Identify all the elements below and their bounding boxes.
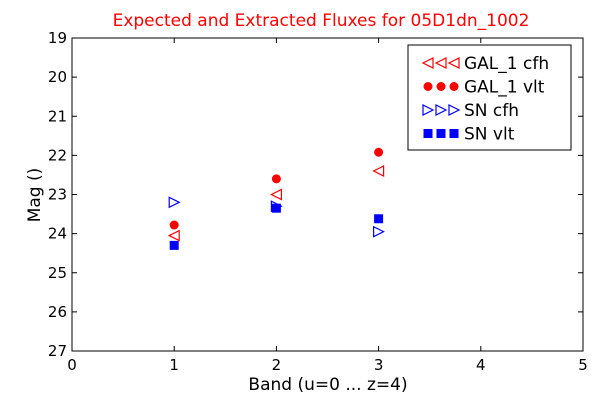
data-point (372, 165, 385, 177)
y-tick-label: 25 (48, 264, 67, 282)
legend-marker (435, 104, 448, 116)
legend-marker (436, 82, 446, 91)
data-point (168, 196, 181, 209)
data-point (169, 220, 179, 230)
legend-marker (449, 129, 459, 138)
chart-title: Expected and Extracted Fluxes for 05D1dn… (113, 11, 530, 31)
y-tick-label: 19 (48, 29, 67, 47)
x-tick-label: 5 (578, 356, 588, 374)
legend-marker (421, 57, 434, 69)
legend-label: GAL_1 cfh (464, 54, 549, 74)
x-tick-label: 2 (272, 356, 282, 374)
y-tick-label: 24 (48, 225, 67, 243)
data-marks (167, 147, 385, 250)
legend-marker (449, 82, 459, 91)
legend-marker (423, 82, 433, 91)
legend-marker (436, 129, 446, 138)
data-point (373, 225, 385, 238)
data-point (374, 147, 384, 157)
y-tick-label: 26 (48, 303, 67, 321)
x-tick-label: 1 (169, 356, 179, 374)
legend-marker (448, 104, 461, 116)
legend-marker (423, 129, 433, 138)
legend-label: GAL_1 vlt (464, 78, 545, 98)
data-point (270, 188, 282, 201)
legend-box (407, 44, 572, 151)
data-point (271, 174, 281, 184)
x-tick-label: 3 (374, 356, 384, 374)
y-axis-label: Mag () (25, 168, 45, 223)
data-point (167, 229, 180, 242)
x-axis-label: Band (u=0 ... z=4) (248, 375, 407, 395)
legend-marker (434, 57, 447, 69)
data-point (271, 203, 281, 213)
legend-marker (422, 104, 435, 116)
legend-label: SN cfh (464, 101, 519, 121)
legend-label: SN vlt (464, 125, 515, 145)
data-point (374, 214, 384, 224)
x-tick-label: 4 (476, 356, 486, 374)
x-tick-label: 0 (67, 356, 77, 374)
legend: GAL_1 cfh GAL_1 vlt SN cfh SN vlt (407, 44, 572, 151)
y-tick-label: 23 (48, 186, 67, 204)
y-tick-label: 22 (48, 146, 67, 164)
data-point (169, 240, 179, 250)
legend-marker (447, 57, 460, 69)
y-tick-label: 21 (48, 107, 67, 125)
y-tick-label: 27 (48, 342, 67, 360)
y-tick-label: 20 (48, 68, 67, 86)
